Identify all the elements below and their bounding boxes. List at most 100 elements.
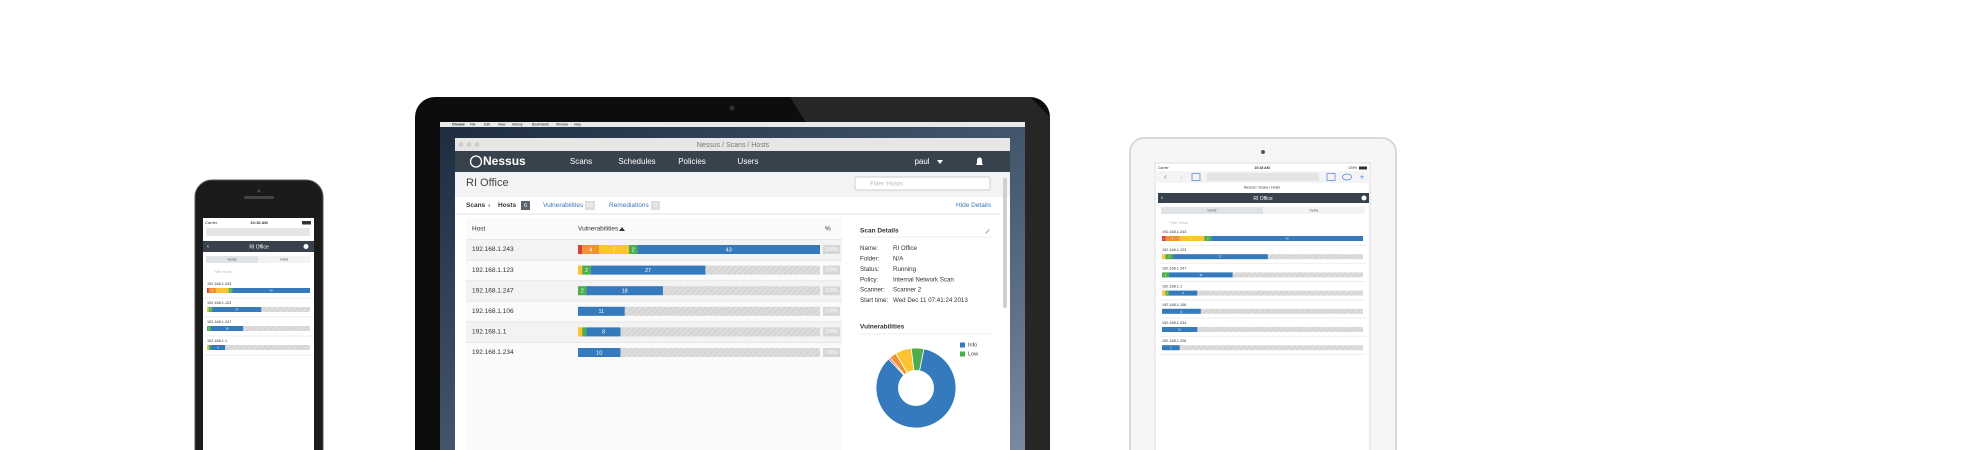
hide-details[interactable]: Hide Details bbox=[956, 202, 992, 209]
tab-label[interactable]: Hosts bbox=[1208, 208, 1217, 212]
host-name[interactable]: 192.168.1.247 bbox=[1162, 266, 1186, 270]
host-name[interactable]: 192.168.1.226 bbox=[1162, 339, 1186, 343]
tab-label[interactable]: Hosts bbox=[228, 257, 237, 261]
tab[interactable]: Vulnerabilities bbox=[543, 202, 584, 209]
segment-label: 2 bbox=[1207, 236, 1209, 240]
host-name[interactable]: 192.168.1.106 bbox=[1162, 303, 1186, 307]
window-button[interactable] bbox=[466, 142, 472, 147]
breadcrumb[interactable]: Hosts bbox=[498, 202, 516, 209]
bar-track bbox=[1162, 345, 1363, 351]
new-tab-button[interactable]: + bbox=[1360, 173, 1365, 182]
detail-value: Wed Dec 11 07:41:24 2013 bbox=[893, 297, 968, 304]
menu-item[interactable]: Window bbox=[556, 123, 569, 127]
legend-label: Low bbox=[968, 351, 978, 357]
bar-track bbox=[578, 327, 820, 337]
menu-item[interactable]: History bbox=[512, 123, 523, 127]
column-header[interactable]: % bbox=[825, 226, 831, 233]
bookmarks-button[interactable] bbox=[1326, 173, 1336, 181]
forward-button[interactable]: › bbox=[1180, 172, 1183, 181]
tab[interactable]: Remediations bbox=[609, 202, 649, 209]
breadcrumb[interactable]: Scans bbox=[466, 202, 486, 209]
menu-item[interactable]: View bbox=[498, 123, 506, 127]
filter-placeholder[interactable]: Filter Hosts bbox=[1170, 221, 1188, 225]
host-name[interactable]: 192.168.1.123 bbox=[207, 301, 231, 305]
filter-placeholder: Filter Hosts bbox=[870, 181, 904, 188]
pie-hole bbox=[898, 370, 934, 406]
bar-segment bbox=[207, 326, 211, 331]
bar-track bbox=[578, 286, 820, 296]
bar-segment bbox=[1211, 236, 1363, 241]
host-name[interactable]: 192.168.1.243 bbox=[1162, 230, 1186, 234]
segment-label: 1 bbox=[1167, 291, 1169, 295]
host-name[interactable]: 192.168.1.234 bbox=[1162, 321, 1186, 325]
back-button[interactable]: ‹ bbox=[1161, 196, 1163, 202]
nav-item[interactable]: Scans bbox=[570, 157, 592, 166]
tab[interactable] bbox=[258, 256, 310, 263]
bell-icon[interactable] bbox=[976, 157, 983, 166]
share-button[interactable] bbox=[1191, 173, 1201, 181]
back-button[interactable]: ‹ bbox=[207, 244, 209, 250]
caret bbox=[937, 160, 943, 164]
window-button[interactable] bbox=[458, 142, 464, 147]
detail-value: Running bbox=[893, 266, 917, 273]
host-name[interactable]: 192.168.1.247 bbox=[472, 287, 514, 294]
segment-label: 8 bbox=[1182, 291, 1184, 295]
host-name[interactable]: 192.168.1.243 bbox=[472, 246, 514, 253]
menu-item[interactable]: File bbox=[470, 123, 476, 127]
scrollbar[interactable] bbox=[1003, 178, 1007, 308]
tab-label[interactable]: Vulns bbox=[1310, 208, 1319, 212]
host-name[interactable]: 192.168.1.106 bbox=[472, 308, 514, 315]
badge bbox=[521, 201, 530, 210]
host-name[interactable]: 192.168.1.243 bbox=[207, 282, 231, 286]
info-icon[interactable] bbox=[1361, 195, 1367, 201]
bar-segment bbox=[582, 245, 600, 254]
user-menu[interactable]: paul bbox=[914, 157, 929, 166]
host-name[interactable]: 192.168.1.247 bbox=[207, 320, 231, 324]
segment-label: 27 bbox=[645, 268, 651, 274]
host-name[interactable]: 192.168.1.234 bbox=[472, 349, 514, 356]
tab-active[interactable] bbox=[1161, 207, 1263, 214]
bar-segment bbox=[208, 288, 217, 293]
window-button[interactable] bbox=[474, 142, 480, 147]
nav-item[interactable]: Users bbox=[738, 157, 759, 166]
breadcrumb-separator: › bbox=[488, 202, 491, 209]
detail-value: N/A bbox=[893, 256, 904, 263]
cloud-button[interactable] bbox=[1342, 173, 1352, 181]
browser-titlebar bbox=[455, 138, 1010, 151]
back-button[interactable]: ‹ bbox=[1164, 172, 1167, 181]
info-icon[interactable] bbox=[303, 244, 309, 249]
phone-screen bbox=[203, 218, 314, 450]
menu-item[interactable]: Bookmarks bbox=[532, 123, 549, 127]
menu-item[interactable]: Edit bbox=[484, 123, 490, 127]
host-name[interactable]: 192.168.1.1 bbox=[472, 329, 507, 336]
tab-active[interactable] bbox=[206, 256, 258, 263]
window-title: Nessus / Scans / Hosts bbox=[697, 142, 770, 149]
filter-input[interactable] bbox=[854, 176, 991, 191]
menu-item[interactable]: Help bbox=[574, 123, 581, 127]
bar-segment bbox=[582, 327, 587, 337]
filter-placeholder[interactable]: Filter Hosts bbox=[214, 270, 232, 274]
host-name[interactable]: 192.168.1.123 bbox=[1162, 248, 1186, 252]
nav-item[interactable]: Schedules bbox=[618, 157, 655, 166]
host-name[interactable]: 192.168.1.1 bbox=[1162, 285, 1182, 289]
nav-item[interactable]: Policies bbox=[678, 157, 706, 166]
edit-icon[interactable] bbox=[985, 229, 990, 234]
tab-label[interactable]: Vulns bbox=[280, 257, 289, 261]
address-bar[interactable] bbox=[206, 228, 310, 236]
host-name[interactable]: 192.168.1.123 bbox=[472, 267, 514, 274]
host-name[interactable]: 192.168.1.1 bbox=[207, 339, 227, 343]
menubar bbox=[440, 122, 1025, 127]
tab[interactable] bbox=[1263, 207, 1365, 214]
bar-segment bbox=[1162, 327, 1198, 332]
segment-label: 2 bbox=[585, 268, 588, 274]
segment-label: 43 bbox=[1286, 236, 1289, 240]
column-header[interactable]: Vulnerabilities bbox=[578, 226, 619, 233]
segment-label: 2 bbox=[632, 247, 635, 253]
segment-label: 11 bbox=[1180, 309, 1183, 313]
column-header[interactable]: Host bbox=[472, 226, 486, 233]
menu-item[interactable]: Chrome bbox=[452, 123, 465, 127]
logo[interactable]: Nessus bbox=[483, 154, 526, 168]
bar-segment bbox=[1162, 345, 1180, 351]
address-bar[interactable] bbox=[1207, 173, 1319, 181]
segment-label: 18 bbox=[622, 288, 628, 294]
